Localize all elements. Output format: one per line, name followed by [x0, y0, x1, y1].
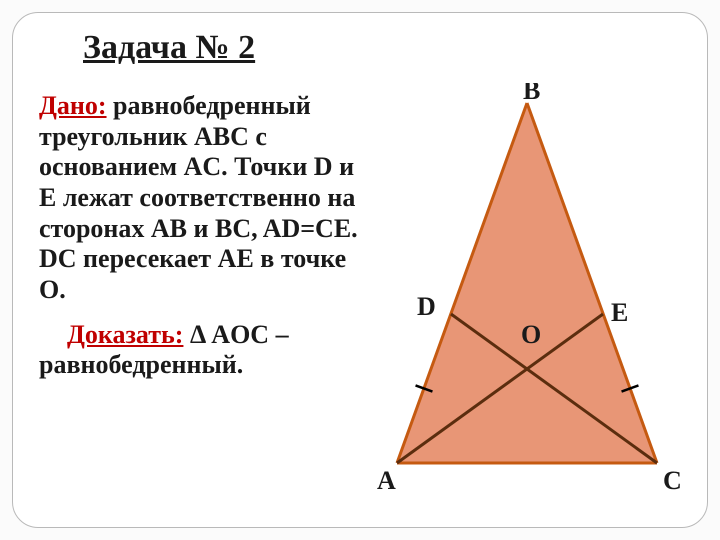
label-D: D [417, 292, 436, 321]
slide-card: Задача № 2 Дано: равнобедренный треуголь… [12, 12, 708, 528]
triangle-fill [397, 103, 657, 463]
label-O: O [521, 320, 541, 349]
label-E: E [611, 298, 628, 327]
label-B: B [523, 83, 540, 105]
label-C: C [663, 466, 682, 495]
prove-paragraph: Доказать: Δ AOC – равнобедренный. [39, 320, 369, 381]
triangle-diagram: A B C D E O [347, 83, 697, 513]
given-paragraph: Дано: равнобедренный треугольник ABC с о… [39, 91, 369, 244]
given-paragraph-2: DC пересекает AE в точке O. [39, 244, 369, 305]
given-label: Дано: [39, 91, 107, 120]
label-A: A [377, 466, 396, 495]
problem-text: Дано: равнобедренный треугольник ABC с о… [39, 91, 369, 381]
prove-label: Доказать: [67, 320, 183, 349]
problem-title: Задача № 2 [83, 29, 685, 67]
